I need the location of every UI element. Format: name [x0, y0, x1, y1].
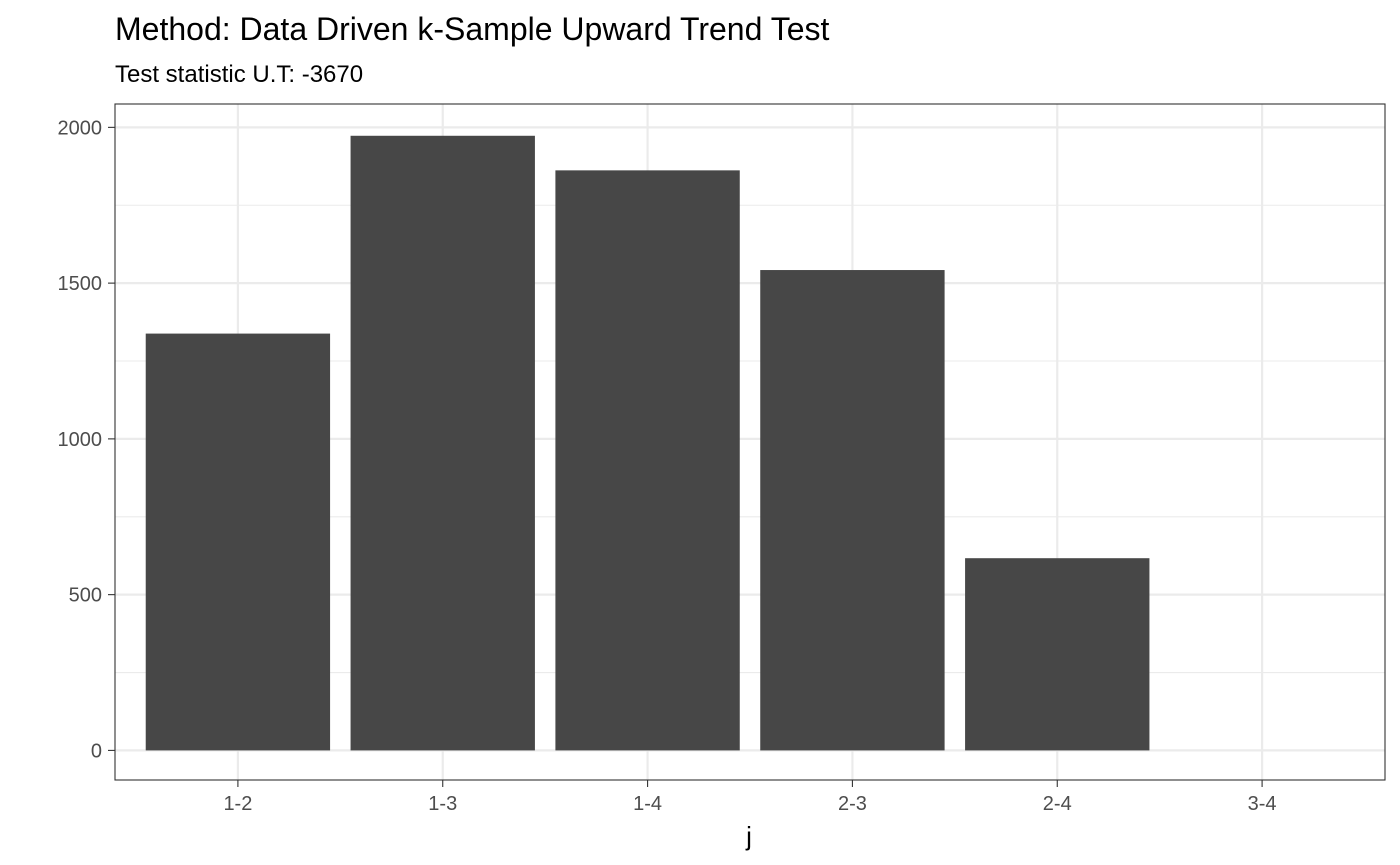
x-tick-label: 1-3 — [428, 793, 457, 815]
bar-2-4 — [965, 558, 1150, 751]
x-tick-label: 2-3 — [838, 793, 867, 815]
x-tick-label: 2-4 — [1043, 793, 1072, 815]
bars — [145, 135, 1150, 751]
bar-2-3 — [760, 270, 945, 751]
x-tick-label: 1-4 — [633, 793, 662, 815]
y-tick-label: 500 — [69, 585, 102, 607]
chart-subtitle: Test statistic U.T: -3670 — [115, 61, 363, 88]
x-tick-label: 3-4 — [1248, 793, 1277, 815]
chart-title: Method: Data Driven k-Sample Upward Tren… — [115, 11, 830, 47]
bar-1-4 — [555, 170, 740, 751]
x-axis-tick-labels: 1-2 1-3 1-4 2-3 2-4 3-4 — [223, 793, 1276, 815]
bar-1-3 — [350, 135, 535, 751]
y-tick-label: 1000 — [58, 429, 103, 451]
y-tick-label: 0 — [91, 740, 102, 762]
y-tick-label: 2000 — [58, 117, 103, 139]
plot-panel-border — [114, 103, 1386, 781]
axis-ticks — [108, 126, 1263, 787]
y-tick-label: 1500 — [58, 273, 103, 295]
x-tick-label: 1-2 — [223, 793, 252, 815]
bar-1-2 — [145, 333, 331, 751]
y-axis-tick-labels: 0 500 1000 1500 2000 — [58, 117, 103, 762]
x-axis-title: j — [745, 821, 752, 851]
